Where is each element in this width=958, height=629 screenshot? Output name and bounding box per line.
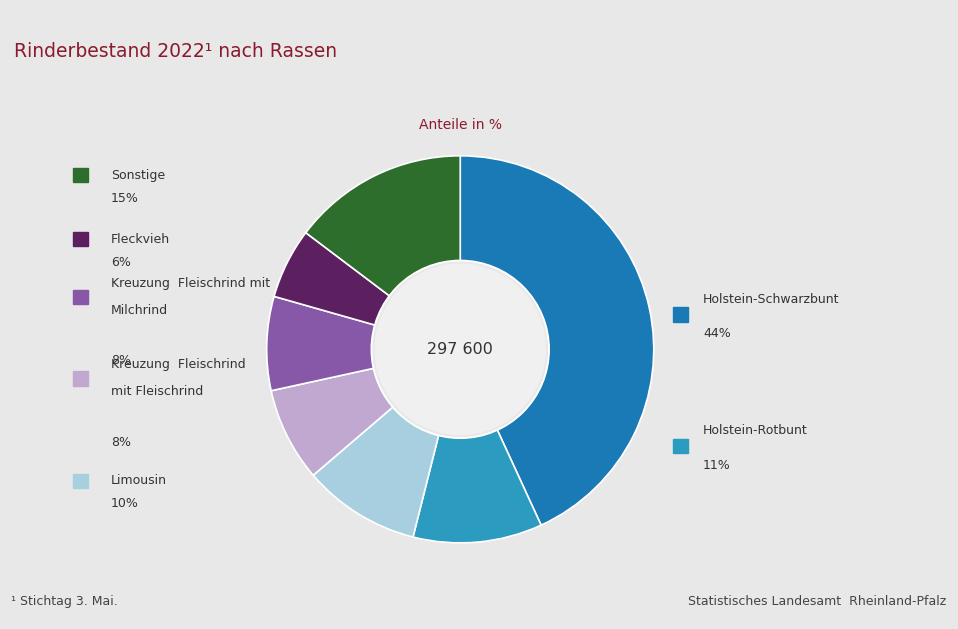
Text: Kreuzung  Fleischrind mit: Kreuzung Fleischrind mit — [111, 277, 270, 290]
Wedge shape — [313, 406, 439, 537]
Bar — [73, 474, 88, 488]
Circle shape — [373, 262, 547, 437]
Text: 297 600: 297 600 — [427, 342, 493, 357]
Wedge shape — [306, 156, 460, 297]
Text: Holstein-Schwarzbunt: Holstein-Schwarzbunt — [703, 292, 839, 306]
Circle shape — [371, 260, 549, 438]
Text: Limousin: Limousin — [111, 474, 167, 487]
Bar — [73, 371, 88, 386]
Text: 11%: 11% — [703, 459, 731, 472]
Text: Milchrind: Milchrind — [111, 304, 168, 317]
Bar — [673, 307, 688, 322]
Wedge shape — [271, 368, 394, 476]
Text: 8%: 8% — [111, 354, 131, 367]
Text: mit Fleischrind: mit Fleischrind — [111, 386, 203, 398]
Text: ¹ Stichtag 3. Mai.: ¹ Stichtag 3. Mai. — [11, 595, 118, 608]
Bar — [73, 231, 88, 247]
Bar — [673, 439, 688, 454]
Wedge shape — [460, 156, 653, 525]
Text: Statistisches Landesamt  Rheinland-Pfalz: Statistisches Landesamt Rheinland-Pfalz — [688, 595, 947, 608]
Text: Rinderbestand 2022¹ nach Rassen: Rinderbestand 2022¹ nach Rassen — [14, 42, 337, 62]
Text: Anteile in %: Anteile in % — [419, 118, 502, 132]
Text: Fleckvieh: Fleckvieh — [111, 233, 170, 245]
Text: Sonstige: Sonstige — [111, 169, 165, 182]
Bar — [73, 168, 88, 182]
Text: 10%: 10% — [111, 498, 139, 511]
Text: Kreuzung  Fleischrind: Kreuzung Fleischrind — [111, 359, 245, 371]
Wedge shape — [274, 233, 391, 325]
Text: Holstein-Rotbunt: Holstein-Rotbunt — [703, 424, 808, 437]
Wedge shape — [266, 296, 376, 391]
Wedge shape — [413, 428, 541, 543]
Text: 8%: 8% — [111, 435, 131, 448]
Bar — [73, 290, 88, 304]
Text: 44%: 44% — [703, 327, 731, 340]
Text: 6%: 6% — [111, 255, 130, 269]
Circle shape — [376, 264, 545, 435]
Text: 15%: 15% — [111, 192, 139, 204]
